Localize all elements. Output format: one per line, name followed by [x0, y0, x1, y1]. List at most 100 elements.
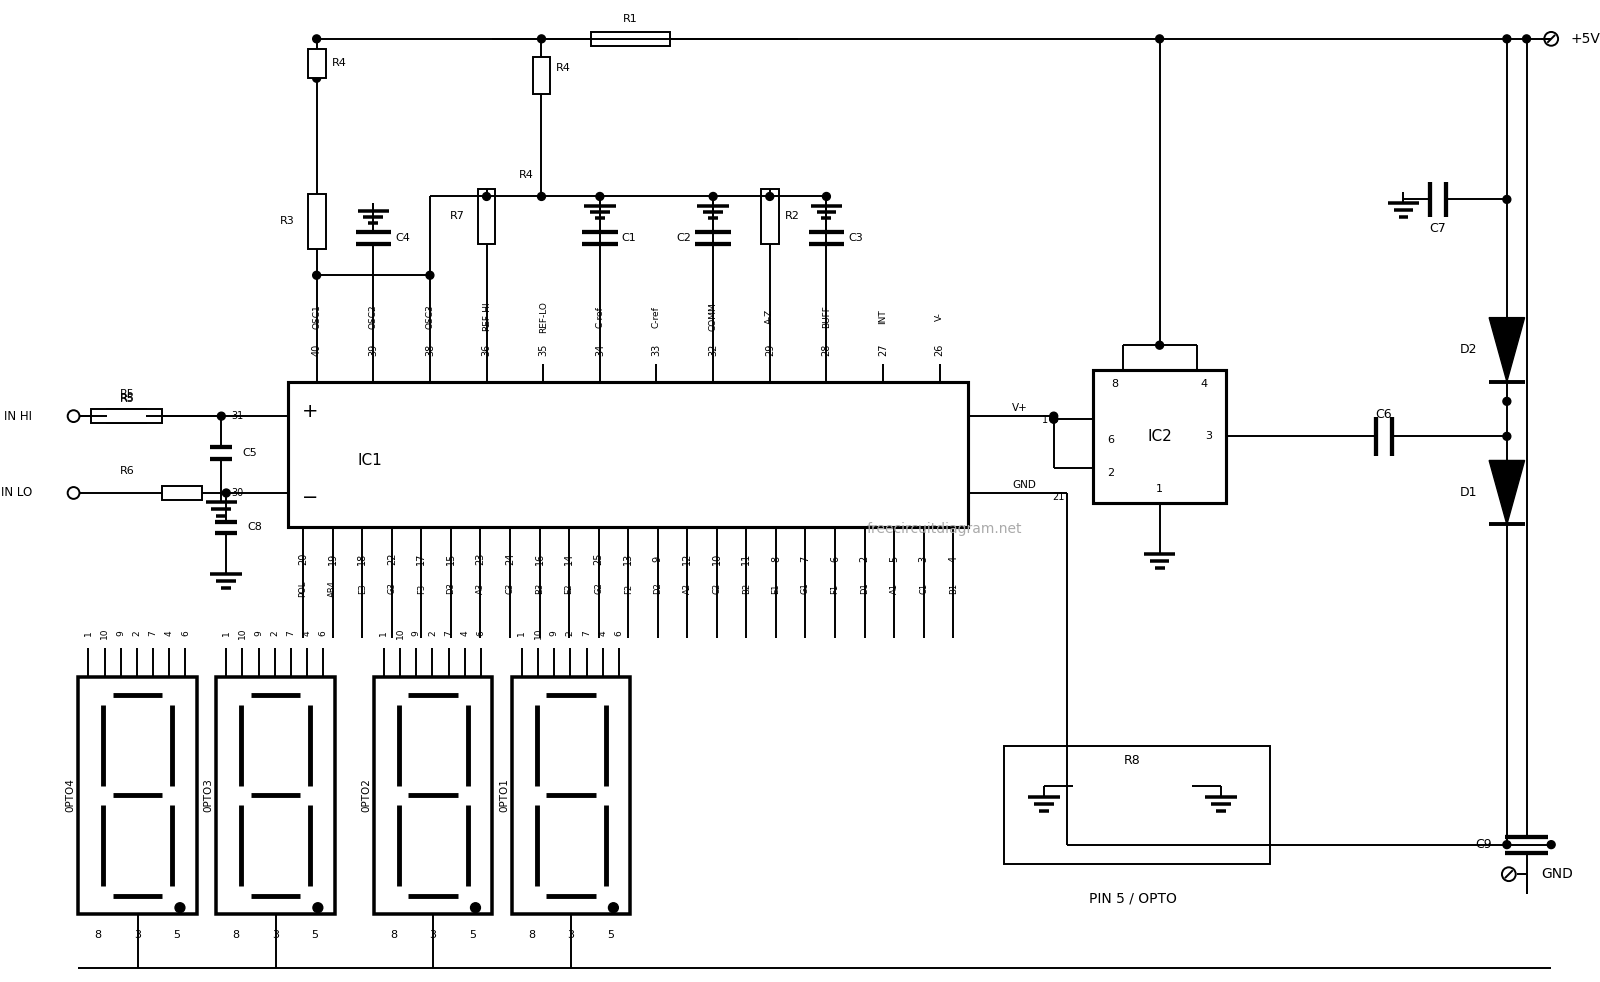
Circle shape [1502, 195, 1510, 203]
Circle shape [822, 192, 830, 200]
Text: 9: 9 [117, 630, 125, 635]
Text: 6: 6 [614, 630, 624, 635]
Text: 9: 9 [411, 630, 421, 635]
Text: R2: R2 [784, 211, 800, 221]
Text: 3: 3 [272, 930, 278, 941]
Text: 8: 8 [528, 930, 534, 941]
Text: 0PTO1: 0PTO1 [499, 779, 509, 812]
Text: 6: 6 [1107, 435, 1114, 445]
Text: C3: C3 [848, 233, 862, 243]
Bar [1074, 776, 1192, 795]
Circle shape [1502, 35, 1510, 43]
Text: 9: 9 [550, 630, 558, 635]
Text: B3: B3 [534, 583, 544, 594]
Text: 23: 23 [475, 553, 485, 566]
Text: POL: POL [299, 580, 307, 597]
Text: 8: 8 [94, 930, 102, 941]
Text: R4: R4 [518, 170, 533, 180]
Circle shape [312, 271, 320, 279]
Text: 3: 3 [918, 556, 928, 562]
Circle shape [1050, 415, 1058, 423]
Text: BUFF: BUFF [822, 305, 830, 328]
Text: 12: 12 [682, 553, 693, 566]
Text: 16: 16 [534, 553, 544, 565]
Text: D2: D2 [653, 582, 662, 594]
Text: 5: 5 [312, 930, 318, 941]
Text: 10: 10 [395, 627, 405, 638]
Text: C7: C7 [1429, 223, 1446, 236]
Text: 38: 38 [426, 344, 435, 356]
Text: 2: 2 [133, 630, 141, 635]
Circle shape [1050, 415, 1058, 423]
Text: 0PTO2: 0PTO2 [362, 779, 371, 812]
Text: 3: 3 [1205, 431, 1211, 441]
Text: IC2: IC2 [1147, 429, 1173, 444]
Text: 28: 28 [821, 344, 832, 356]
Text: 1: 1 [222, 630, 230, 635]
Circle shape [1547, 841, 1555, 848]
Circle shape [174, 902, 186, 912]
Text: D1: D1 [861, 582, 869, 594]
Text: D1: D1 [1459, 486, 1477, 499]
Bar [374, 678, 493, 913]
Text: 17: 17 [416, 553, 426, 566]
Circle shape [312, 75, 320, 82]
Text: R8: R8 [1125, 754, 1141, 767]
Text: 4: 4 [949, 556, 958, 562]
Text: +: + [302, 402, 318, 420]
Text: 26: 26 [934, 344, 944, 356]
Text: 9: 9 [254, 630, 262, 635]
Text: R6: R6 [120, 466, 134, 476]
Bar [1005, 746, 1270, 864]
Bar [107, 409, 147, 423]
Text: 40: 40 [312, 344, 322, 356]
Text: G3: G3 [387, 582, 397, 594]
Text: 8: 8 [232, 930, 240, 941]
Text: REF-HI: REF-HI [482, 301, 491, 332]
Text: IN HI: IN HI [5, 409, 32, 422]
Text: 10: 10 [533, 627, 542, 638]
Bar [533, 57, 550, 94]
Text: 8: 8 [1112, 379, 1118, 389]
Text: IC1: IC1 [357, 453, 382, 468]
Text: C-ref: C-ref [651, 305, 661, 328]
Text: +5V: +5V [1571, 31, 1600, 46]
Text: 19: 19 [328, 553, 338, 565]
Text: R4: R4 [557, 64, 571, 74]
Text: 6: 6 [830, 556, 840, 562]
Text: 14: 14 [565, 553, 574, 565]
Text: 18: 18 [357, 553, 368, 565]
Text: 31: 31 [232, 411, 243, 421]
Text: 10: 10 [101, 627, 109, 638]
Text: 5: 5 [890, 556, 899, 562]
Text: C6: C6 [1376, 409, 1392, 421]
Circle shape [312, 35, 320, 43]
Bar [78, 678, 197, 913]
Text: INT: INT [878, 309, 888, 324]
Text: D3: D3 [446, 582, 456, 594]
Text: 1: 1 [517, 630, 526, 635]
Text: 3: 3 [430, 930, 437, 941]
Circle shape [483, 192, 491, 200]
Text: 35: 35 [538, 344, 549, 356]
Text: 1: 1 [1157, 484, 1163, 494]
Text: 4: 4 [165, 630, 174, 635]
Text: 25: 25 [594, 553, 603, 566]
Text: 1: 1 [83, 630, 93, 635]
Bar [162, 486, 202, 500]
Text: AB4: AB4 [328, 580, 338, 597]
Circle shape [1502, 398, 1510, 406]
Circle shape [1155, 342, 1163, 350]
Text: OSC3: OSC3 [426, 304, 435, 329]
Circle shape [608, 902, 618, 912]
Text: 7: 7 [582, 630, 590, 635]
Text: 6: 6 [181, 630, 190, 635]
Text: G2: G2 [594, 582, 603, 594]
Text: 24: 24 [506, 553, 515, 566]
Circle shape [1155, 35, 1163, 43]
Text: R5: R5 [120, 394, 134, 404]
Circle shape [218, 412, 226, 420]
Circle shape [1050, 412, 1058, 420]
Text: V-: V- [936, 312, 944, 321]
Text: E1: E1 [771, 583, 781, 594]
